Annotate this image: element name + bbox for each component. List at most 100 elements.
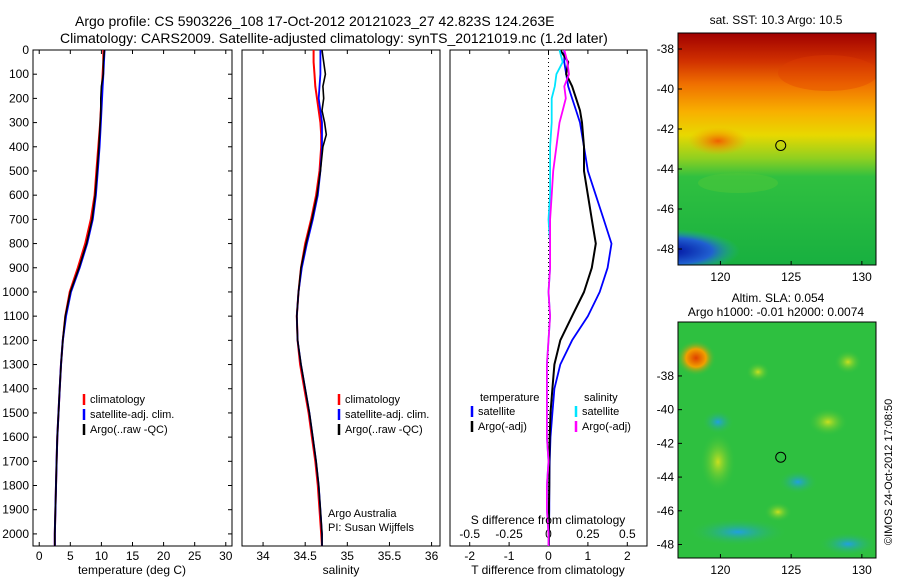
figure-title-line1: Argo profile: CS 5903226_108 17-Oct-2012… [75, 13, 555, 29]
sst-argo-location-marker [775, 139, 787, 151]
sst-map-panel: sat. SST: 10.3 Argo: 10.5 [657, 13, 877, 284]
salinity-series [295, 49, 328, 547]
series-line-argo-raw-qc- [53, 49, 106, 546]
sst-latitude-tick-labels: -38 -40 -42 -44 -46 -48 [657, 42, 682, 256]
legend-label: satellite [478, 406, 515, 418]
figure-title-line2: Climatology: CARS2009. Satellite-adjuste… [60, 30, 608, 46]
depth-tick-label: 400 [9, 140, 29, 154]
x-tick-label: 10 [95, 549, 109, 563]
temperature-tick-labels: 0 5 10 15 20 25 30 [36, 50, 233, 563]
x-tick-label: 34.5 [294, 549, 318, 563]
lon-tick-label: 125 [781, 270, 801, 284]
sla-latitude-tick-labels: -38 -40 -42 -44 -46 -48 [657, 369, 682, 552]
sst-map-frame [677, 32, 877, 266]
depth-tick-label: 2000 [2, 527, 29, 541]
legend-label: satellite-adj. clim. [345, 409, 429, 421]
lat-tick-label: -48 [657, 242, 675, 256]
lat-tick-label: -44 [657, 470, 675, 484]
legend-label: Argo(..raw -QC) [90, 424, 168, 436]
legend-title-salinity: salinity [584, 392, 618, 404]
sla-map-frame [677, 321, 877, 559]
legend-label: Argo(-adj) [478, 421, 527, 433]
lat-tick-label: -40 [657, 82, 675, 96]
salinity-legend: climatology satellite-adj. clim. Argo(..ra… [337, 394, 429, 436]
depth-tick-label: 1300 [2, 358, 29, 372]
lat-tick-label: -46 [657, 202, 675, 216]
legend-label: satellite-adj. clim. [90, 409, 174, 421]
depth-tick-label: 1500 [2, 406, 29, 420]
imos-timestamp: ©IMOS 24-Oct-2012 17:08:50 [883, 399, 895, 545]
x-tick-label: 0 [36, 549, 43, 563]
depth-tick-label: 1700 [2, 454, 29, 468]
sla-longitude-tick-labels: 120 125 130 [710, 554, 872, 577]
x-tick-label: 30 [219, 549, 233, 563]
depth-tick-label: 1000 [2, 285, 29, 299]
temperature-legend: climatology satellite-adj. clim. Argo(..ra… [82, 394, 174, 436]
difference-t-tick-labels: -2 -1 0 1 2 [464, 50, 631, 563]
x-top-tick-label: -0.25 [495, 527, 523, 541]
sla-map-subtitle: Argo h1000: -0.01 h2000: 0.0074 [688, 305, 864, 319]
salinity-panel: 34 34.5 35 35.5 36 salinity climatology satel… [241, 49, 441, 577]
depth-tick-label: 800 [9, 237, 29, 251]
lat-tick-label: -38 [657, 42, 675, 56]
legend-label: satellite [582, 406, 619, 418]
depth-tick-label: 1400 [2, 382, 29, 396]
lon-tick-label: 130 [852, 563, 872, 577]
depth-tick-label: 1900 [2, 503, 29, 517]
lon-tick-label: 120 [710, 563, 730, 577]
depth-tick-label: 600 [9, 188, 29, 202]
x-tick-label: 15 [126, 549, 140, 563]
depth-tick-label: 200 [9, 91, 29, 105]
lat-tick-label: -40 [657, 403, 675, 417]
lat-tick-label: -46 [657, 504, 675, 518]
temperature-xlabel: temperature (deg C) [78, 563, 186, 577]
depth-tick-label: 1600 [2, 430, 29, 444]
depth-tick-label: 700 [9, 212, 29, 226]
lat-tick-label: -38 [657, 369, 675, 383]
x-tick-label: 36 [425, 549, 439, 563]
temperature-panel: 0100200300400500600700800900100011001200… [2, 43, 647, 577]
x-tick-label: 35.5 [378, 549, 402, 563]
x-top-tick-label: -0.5 [459, 527, 480, 541]
sst-map-title: sat. SST: 10.3 Argo: 10.5 [710, 13, 843, 27]
series-line-argo-raw-qc- [295, 49, 328, 546]
x-tick-label: 34 [256, 549, 270, 563]
depth-tick-label: 900 [9, 261, 29, 275]
salinity-tick-labels: 34 34.5 35 35.5 36 [256, 50, 439, 563]
x-tick-label: 2 [624, 549, 631, 563]
difference-s-xlabel: S difference from climatology [471, 513, 626, 527]
sst-heatmap [678, 33, 876, 265]
lon-tick-label: 125 [781, 563, 801, 577]
lat-tick-label: -48 [657, 538, 675, 552]
depth-tick-label: 500 [9, 164, 29, 178]
difference-s-tick-labels: -0.5 -0.25 0 0.25 0.5 [459, 527, 636, 541]
lat-tick-label: -44 [657, 162, 675, 176]
x-tick-label: 5 [67, 549, 74, 563]
lon-tick-label: 120 [710, 270, 730, 284]
depth-tick-label: 1200 [2, 333, 29, 347]
series-line-salinity-argo-adj- [546, 49, 570, 546]
salinity-xlabel: salinity [323, 563, 360, 577]
difference-t-xlabel: T difference from climatology [471, 563, 625, 577]
x-tick-label: 0 [545, 549, 552, 563]
sla-argo-location-marker [775, 451, 787, 463]
sla-map-panel: Altim. SLA: 0.054 Argo h1000: -0.01 h200… [657, 291, 877, 577]
x-tick-label: 25 [188, 549, 202, 563]
salinity-plot-frame [241, 49, 441, 547]
temperature-plot-frame [32, 49, 233, 547]
depth-tick-label: 0 [22, 43, 29, 57]
sla-heatmap [678, 322, 876, 558]
salinity-annotation-line2: PI: Susan Wijffels [328, 522, 414, 534]
legend-label: Argo(-adj) [582, 421, 631, 433]
difference-legend: temperature salinity satellite Argo(-adj) sa… [470, 392, 631, 433]
x-top-tick-label: 0.5 [619, 527, 636, 541]
legend-label: Argo(..raw -QC) [345, 424, 423, 436]
depth-tick-label: 1800 [2, 479, 29, 493]
x-tick-label: -2 [464, 549, 475, 563]
sst-longitude-tick-labels: 120 125 130 [710, 261, 872, 284]
x-top-tick-label: 0.25 [576, 527, 600, 541]
difference-series [546, 49, 613, 546]
x-tick-label: 1 [585, 549, 592, 563]
salinity-annotation-line1: Argo Australia [328, 508, 397, 520]
